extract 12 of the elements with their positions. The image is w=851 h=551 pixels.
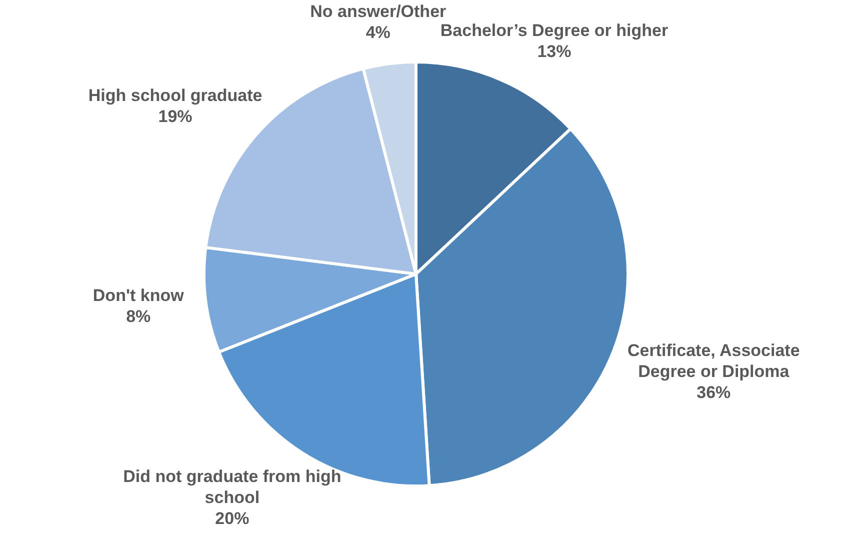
slice-label: No answer/Other (310, 2, 447, 22)
data-label: 8% (126, 306, 151, 326)
data-label: 20% (215, 508, 250, 528)
data-label: 19% (158, 107, 192, 126)
slice-label: High school graduate (88, 86, 262, 106)
data-label: 36% (696, 382, 731, 402)
slice-label: Did not graduate from high school (123, 466, 342, 507)
slice-label: Bachelor’s Degree or higher (440, 20, 668, 40)
slice-label: Don't know (92, 286, 185, 305)
data-label: 13% (537, 42, 572, 61)
data-label: 4% (366, 23, 390, 42)
slice-label: Certificate, Associate Degree or Diploma (628, 340, 800, 381)
